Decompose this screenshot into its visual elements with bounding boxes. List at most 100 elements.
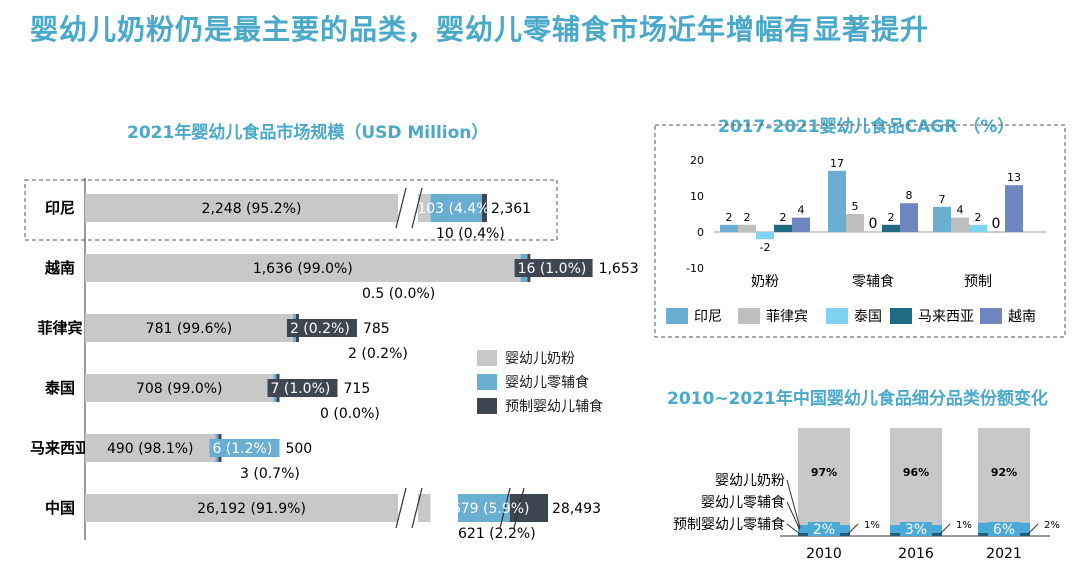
cagr-value-label: 0 — [869, 216, 878, 232]
market-size-chart: 印尼 2,248 (95.2%) 103 (4.4%)2,361 10 (0.4%) 越… — [24, 178, 639, 542]
value-label-formula: 490 (98.1%) — [107, 441, 194, 457]
cagr-bar — [828, 170, 846, 232]
category-label: 菲律宾 — [37, 319, 82, 337]
axis-break-mark — [499, 487, 511, 529]
x-category-label: 2016 — [898, 546, 934, 562]
value-label-box — [267, 379, 338, 397]
legend-label: 泰国 — [854, 309, 882, 325]
cagr-bar — [882, 224, 900, 232]
cagr-value-label: 0 — [992, 216, 1001, 232]
value-label-snack: 6 (1.2%) — [212, 441, 272, 457]
legend-item-formula: 婴幼儿奶粉 — [477, 348, 603, 368]
legend-swatch — [477, 398, 497, 414]
bar-formula — [85, 494, 398, 522]
axis-break-mark — [411, 487, 423, 529]
legend-swatch — [980, 308, 1002, 324]
leader-line — [786, 523, 801, 535]
market-size-legend: 婴幼儿奶粉 婴幼儿零辅食 预制婴幼儿辅食 — [477, 348, 603, 420]
value-label-total: 715 — [344, 381, 371, 397]
cagr-value-label: 2 — [744, 211, 751, 224]
cagr-chart-title: 2017-2021婴幼儿食品CAGR （%） — [718, 117, 1015, 137]
cagr-value-label: 8 — [906, 189, 913, 202]
legend-swatch — [826, 308, 848, 324]
cagr-value-label: 2 — [726, 211, 733, 224]
share-label-snack: 6% — [993, 522, 1015, 538]
legend-item-snack: 婴幼儿零辅食 — [477, 372, 603, 392]
legend-label: 婴幼儿零辅食 — [701, 494, 785, 511]
value-label-prepared: 10 (0.4%) — [436, 226, 505, 242]
cagr-value-label: 7 — [939, 193, 946, 206]
share-label-snack: 3% — [905, 522, 927, 538]
chart-frame — [654, 124, 1066, 338]
share-label-prepared: 1% — [864, 520, 880, 531]
value-label-formula: 781 (99.6%) — [146, 321, 233, 337]
share-bar-formula — [978, 428, 1030, 523]
legend-label: 马来西亚 — [918, 309, 974, 325]
category-label: 中国 — [45, 499, 75, 517]
x-category-label: 预制 — [964, 274, 992, 290]
x-category-label: 奶粉 — [751, 274, 779, 290]
value-label-snack: 7 (1.0%) — [271, 381, 331, 397]
legend-label: 菲律宾 — [766, 309, 808, 325]
value-label-prepared: 621 (2.2%) — [458, 526, 536, 542]
cagr-bar — [846, 214, 864, 232]
cagr-value-label: 2 — [975, 211, 982, 224]
bar-formula — [85, 314, 293, 342]
legend-item-prepared: 预制婴幼儿辅食 — [477, 396, 603, 416]
legend-swatch — [666, 308, 688, 324]
cagr-value-label: 2 — [888, 211, 895, 224]
legend-label: 婴幼儿奶粉 — [715, 473, 785, 489]
cagr-bar — [774, 224, 792, 232]
share-chart: 97% 2% 1% 2010 96% 3% 1% 2016 92% 6% 2% 2021 婴幼儿奶粉婴幼… — [673, 428, 1060, 562]
category-label: 印尼 — [45, 199, 75, 217]
value-label-total: 785 — [363, 321, 390, 337]
cagr-value-label: 4 — [798, 204, 805, 217]
axis-break-mark — [395, 187, 407, 229]
legend-label: 印尼 — [694, 309, 722, 325]
value-label-total: 1,653 — [599, 261, 639, 277]
bar-formula — [85, 194, 398, 222]
x-category-label: 2021 — [986, 546, 1022, 562]
bar-prepared — [481, 194, 487, 222]
share-label-formula: 97% — [811, 466, 837, 479]
legend-label: 预制婴幼儿零辅食 — [673, 516, 785, 533]
value-label-box — [286, 319, 357, 337]
y-tick-label: -10 — [686, 262, 704, 275]
axis-break-mark — [411, 187, 423, 229]
value-label-total: 500 — [285, 441, 312, 457]
leader-line — [847, 523, 859, 535]
share-bar-formula — [890, 428, 942, 525]
bar-formula — [418, 494, 431, 522]
leader-line — [1027, 523, 1039, 535]
cagr-value-label: 5 — [852, 200, 859, 213]
y-tick-label: 20 — [690, 154, 704, 167]
share-bar-formula — [798, 428, 850, 525]
axis-break-mark — [513, 487, 525, 529]
leader-line — [786, 479, 801, 529]
share-label-box — [900, 522, 932, 536]
value-label-box — [514, 259, 593, 277]
value-label-snack: 103 (4.4%) — [417, 201, 495, 217]
share-label-prepared: 1% — [956, 520, 972, 531]
share-label-prepared: 2% — [1044, 520, 1060, 531]
cagr-bar — [720, 224, 738, 232]
y-tick-label: 10 — [690, 190, 704, 203]
bar-formula — [85, 254, 521, 282]
value-label-formula: 2,248 (95.2%) — [202, 201, 302, 217]
legend-swatch — [890, 308, 912, 324]
value-label-formula: 708 (99.0%) — [136, 381, 223, 397]
bar-formula — [85, 374, 274, 402]
value-label-total: 2,361 — [491, 201, 531, 217]
category-label: 马来西亚 — [30, 439, 90, 457]
category-label: 越南 — [44, 259, 75, 277]
value-label-formula: 1,636 (99.0%) — [253, 261, 353, 277]
cagr-bar — [900, 203, 918, 232]
legend-swatch — [738, 308, 760, 324]
highlight-box — [24, 179, 558, 241]
cagr-bar — [933, 206, 951, 232]
share-label-formula: 96% — [903, 466, 929, 479]
value-label-total: 28,493 — [552, 501, 601, 517]
cagr-bar — [738, 224, 756, 232]
legend-label: 预制婴幼儿辅食 — [505, 399, 603, 415]
cagr-value-label: -2 — [760, 241, 771, 254]
